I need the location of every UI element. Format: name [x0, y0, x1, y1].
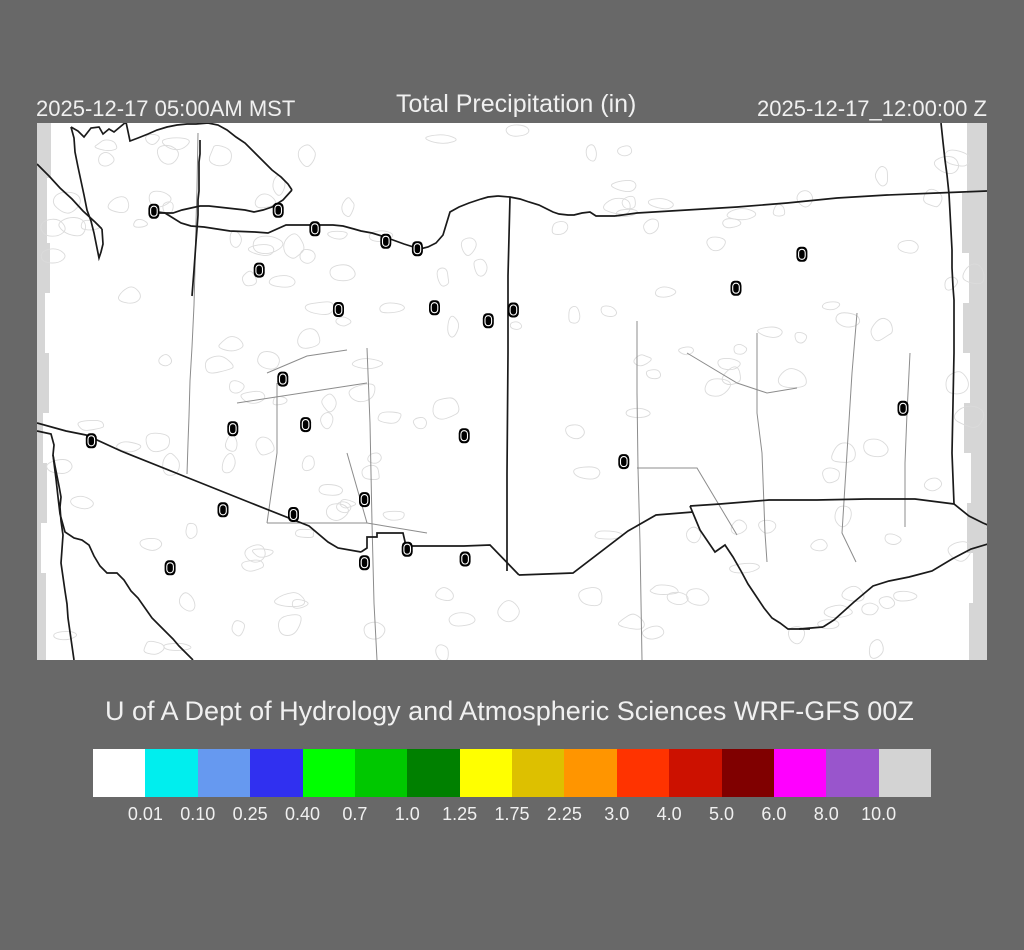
svg-text:3.0: 3.0	[604, 804, 629, 824]
svg-text:10.0: 10.0	[861, 804, 896, 824]
svg-text:0.10: 0.10	[180, 804, 215, 824]
svg-text:5.0: 5.0	[709, 804, 734, 824]
svg-text:8.0: 8.0	[814, 804, 839, 824]
svg-text:1.25: 1.25	[442, 804, 477, 824]
svg-text:6.0: 6.0	[761, 804, 786, 824]
svg-text:0.7: 0.7	[342, 804, 367, 824]
svg-text:0.01: 0.01	[128, 804, 163, 824]
svg-text:2.25: 2.25	[547, 804, 582, 824]
svg-text:4.0: 4.0	[657, 804, 682, 824]
svg-text:1.75: 1.75	[494, 804, 529, 824]
svg-text:1.0: 1.0	[395, 804, 420, 824]
svg-text:0.40: 0.40	[285, 804, 320, 824]
svg-text:0.25: 0.25	[233, 804, 268, 824]
